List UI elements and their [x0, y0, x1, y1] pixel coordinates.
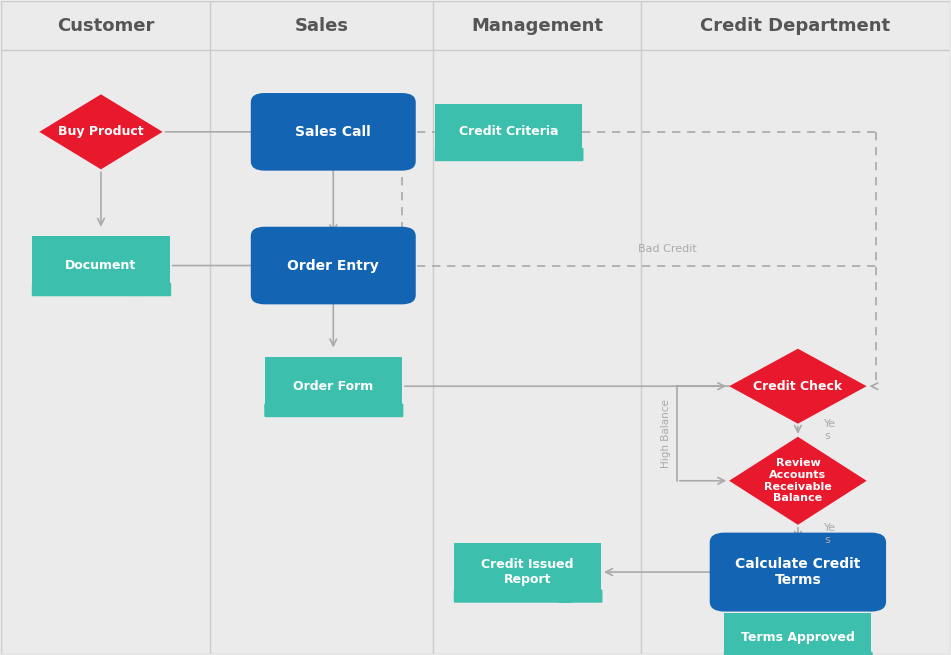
- FancyBboxPatch shape: [709, 533, 886, 612]
- FancyBboxPatch shape: [455, 543, 601, 590]
- Text: Document: Document: [66, 259, 137, 272]
- FancyBboxPatch shape: [264, 357, 402, 404]
- Text: Credit Check: Credit Check: [753, 380, 843, 393]
- Polygon shape: [729, 437, 866, 525]
- Text: Terms Approved: Terms Approved: [741, 631, 855, 644]
- Text: Management: Management: [471, 17, 603, 35]
- Polygon shape: [39, 94, 163, 170]
- Text: Calculate Credit
Terms: Calculate Credit Terms: [735, 557, 861, 587]
- FancyBboxPatch shape: [436, 104, 582, 149]
- Text: Ye
s: Ye s: [825, 419, 837, 441]
- Text: Order Entry: Order Entry: [287, 259, 379, 272]
- FancyBboxPatch shape: [32, 236, 169, 283]
- Text: High Balance: High Balance: [661, 399, 670, 468]
- Polygon shape: [729, 348, 866, 424]
- Text: Customer: Customer: [57, 17, 154, 35]
- Text: Ye
s: Ye s: [825, 523, 837, 544]
- Text: Credit Issued
Report: Credit Issued Report: [481, 558, 573, 586]
- Text: Credit Criteria: Credit Criteria: [459, 125, 558, 138]
- Text: Buy Product: Buy Product: [58, 125, 144, 138]
- FancyBboxPatch shape: [725, 613, 871, 652]
- Text: Sales Call: Sales Call: [296, 125, 371, 139]
- Text: Credit Department: Credit Department: [701, 17, 890, 35]
- Text: Sales: Sales: [295, 17, 348, 35]
- FancyBboxPatch shape: [251, 227, 416, 305]
- FancyBboxPatch shape: [251, 93, 416, 171]
- Text: Order Form: Order Form: [293, 380, 374, 393]
- Text: Review
Accounts
Receivable
Balance: Review Accounts Receivable Balance: [764, 458, 832, 503]
- Text: Bad Credit: Bad Credit: [638, 244, 697, 253]
